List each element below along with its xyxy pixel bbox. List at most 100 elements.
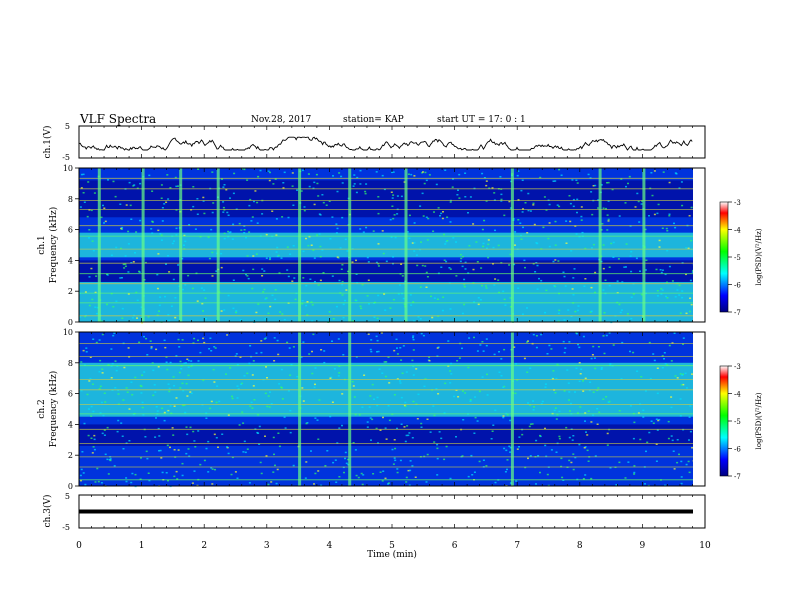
spectrogram-speckle: [462, 419, 465, 421]
spectrogram-speckle: [517, 287, 520, 289]
spectrogram-speckle: [574, 456, 577, 459]
spectrogram-speckle: [608, 266, 611, 268]
spectrogram-speckle: [174, 297, 177, 299]
spectrogram-speckle: [387, 482, 390, 484]
spectrogram-speckle: [487, 243, 490, 246]
spectrogram-speckle: [165, 472, 168, 474]
spectrogram-speckle: [190, 392, 193, 395]
spectrogram-speckle: [311, 350, 313, 353]
spectrogram-speckle: [376, 317, 379, 320]
spectrogram-speckle: [509, 451, 512, 453]
spectrogram-speckle: [313, 386, 316, 389]
spectrogram-speckle: [387, 356, 390, 358]
spectrogram-speckle: [99, 359, 102, 362]
spectrogram-speckle: [630, 270, 633, 273]
colorbar-ch2-gradient: [719, 365, 729, 477]
spectrogram-speckle: [445, 260, 448, 263]
spectrogram-speckle: [144, 436, 147, 438]
spectrogram-speckle: [529, 210, 532, 212]
spectrogram-speckle: [272, 183, 275, 185]
spectrogram-speckle: [400, 263, 403, 265]
spectrogram-weak-band: [79, 424, 705, 446]
spectrogram-speckle: [515, 363, 518, 365]
spectrogram-speckle: [576, 182, 579, 184]
spectrogram-speckle: [497, 279, 500, 281]
spectrogram-speckle: [305, 304, 308, 307]
spectrogram-speckle: [535, 439, 538, 442]
spectrogram-speckle: [413, 222, 416, 224]
spectrogram-speckle: [338, 172, 341, 174]
spectrogram-speckle: [174, 316, 177, 319]
spectrogram-speckle: [112, 306, 115, 308]
spectrogram-speckle: [80, 187, 83, 189]
spectrogram-speckle: [92, 446, 95, 448]
spectrogram-speckle: [660, 271, 663, 274]
spectrogram-speckle: [86, 215, 89, 218]
spectrogram-speckle: [492, 263, 494, 265]
spectrogram-speckle: [605, 334, 608, 337]
spectrogram-speckle: [679, 398, 682, 400]
spectrogram-speckle: [450, 362, 453, 365]
spectrogram-speckle: [544, 383, 547, 385]
colorbar-ch1-gradient: [719, 201, 729, 313]
spectrogram-speckle: [685, 247, 688, 249]
spectrogram-speckle: [411, 242, 414, 244]
spectrogram-speckle: [136, 317, 138, 319]
spectrogram-speckle: [265, 233, 268, 236]
spectrogram-speckle: [671, 342, 674, 344]
spectrogram-speckle: [550, 449, 553, 451]
spectrogram-speckle: [192, 430, 195, 433]
spectrogram-speckle: [186, 433, 189, 436]
spectrogram-speckle: [128, 181, 131, 184]
spectrogram-speckle: [193, 440, 196, 442]
spectrogram-speckle: [665, 295, 667, 298]
spectrogram-speckle: [682, 383, 685, 386]
spectrogram-speckle: [241, 411, 244, 413]
spectrogram-speckle: [538, 277, 540, 280]
spectrogram-speckle: [630, 296, 633, 298]
spectrogram-speckle: [138, 270, 140, 273]
spectrogram-speckle: [620, 178, 623, 180]
spectrogram-speckle: [99, 412, 102, 414]
spectrogram-speckle: [611, 188, 614, 191]
spectrogram-speckle: [556, 204, 559, 206]
spectrogram-speckle: [332, 461, 335, 464]
spectrogram-speckle: [634, 206, 637, 208]
spectrogram-speckle: [79, 316, 82, 318]
frequency-tick-label: 4: [68, 420, 73, 429]
spectrogram-speckle: [480, 267, 483, 269]
spectrogram-speckle: [351, 320, 354, 322]
spectrogram-speckle: [110, 348, 113, 350]
spectrogram-speckle: [100, 401, 103, 404]
spectrogram-speckle: [227, 230, 230, 233]
spectrogram-speckle: [216, 385, 219, 387]
frequency-tick-label: 8: [68, 195, 73, 204]
spectrogram-speckle: [136, 299, 139, 302]
spectrogram-speckle: [251, 407, 254, 409]
spectrogram-speckle: [92, 249, 95, 252]
spectrogram-speckle: [156, 410, 159, 412]
spectrogram-speckle: [481, 172, 484, 175]
spectrogram-speckle: [618, 303, 621, 306]
spectrogram-speckle: [197, 168, 200, 170]
spectrogram-speckle: [420, 241, 422, 243]
spectrogram-speckle: [222, 186, 225, 188]
spectrogram-speckle: [143, 335, 145, 338]
spectrogram-speckle: [235, 353, 238, 355]
ch2-spectrogram-channel-label: ch.2: [37, 399, 47, 418]
spectrogram-speckle: [316, 234, 319, 236]
spectrogram-speckle: [518, 436, 521, 438]
spectrogram-speckle: [389, 307, 392, 309]
spectrogram-speckle: [469, 400, 472, 402]
spectrogram-speckle: [579, 406, 582, 408]
spectrogram-speckle: [468, 245, 471, 247]
spectrogram-speckle: [301, 303, 304, 305]
spectrogram-speckle: [238, 424, 241, 426]
spectrogram-speckle: [205, 417, 208, 419]
spectrogram-speckle: [384, 477, 387, 480]
spectrogram-speckle: [450, 373, 453, 375]
spectrogram-speckle: [282, 182, 285, 184]
spectrogram-speckle: [547, 237, 550, 240]
spectrogram-speckle: [281, 216, 284, 218]
spectrogram-speckle: [458, 357, 461, 359]
